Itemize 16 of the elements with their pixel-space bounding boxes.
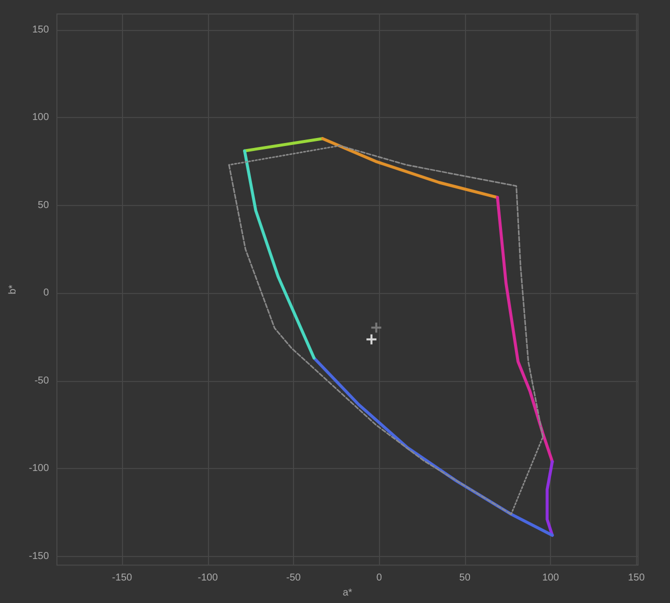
y-tick-label: -50 [34, 375, 50, 386]
y-tick-label: 50 [38, 200, 50, 211]
x-tick-label: -100 [198, 572, 218, 584]
y-tick-label: 150 [32, 24, 50, 36]
x-tick-label: -150 [112, 572, 132, 584]
x-axis-title: a* [342, 588, 352, 598]
y-tick-label: -150 [28, 550, 50, 562]
x-tick-label: -50 [286, 572, 302, 584]
y-tick-label: -100 [28, 463, 50, 474]
y-axis-title: b* [8, 284, 18, 294]
y-tick-label: 0 [43, 288, 50, 299]
y-tick-label: 100 [32, 112, 50, 124]
x-tick-label: 150 [628, 572, 646, 584]
x-tick-label: 50 [459, 572, 471, 584]
x-tick-label: 100 [542, 572, 560, 584]
x-tick-label: 0 [376, 572, 382, 584]
